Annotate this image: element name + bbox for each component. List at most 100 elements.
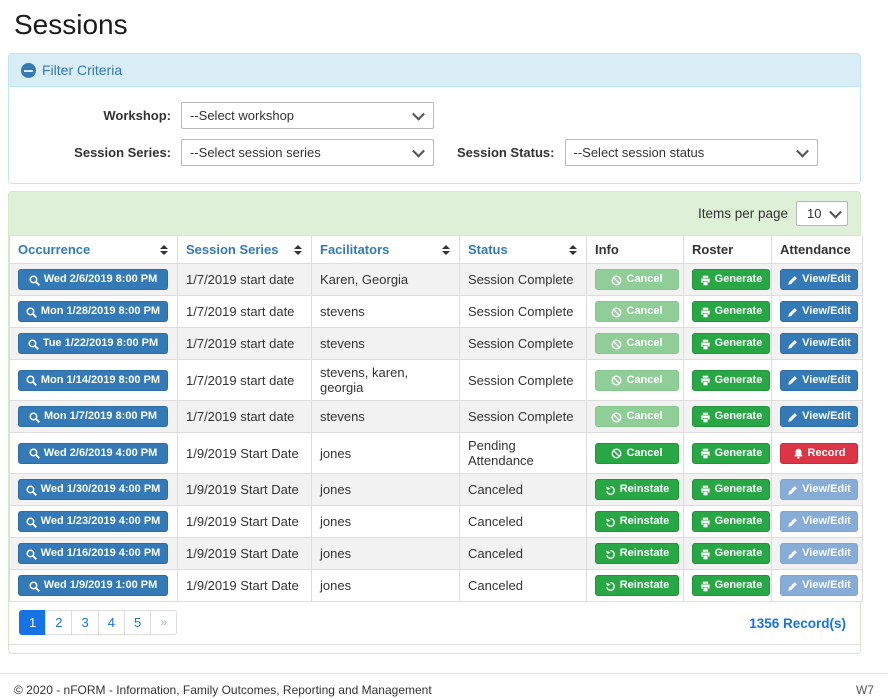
generate-button[interactable]: Generate [692, 301, 770, 322]
column-header-occurrence[interactable]: Occurrence [9, 236, 178, 264]
status-cell: Canceled [459, 569, 587, 602]
page-button-5[interactable]: 5 [123, 610, 152, 635]
sort-icon[interactable] [569, 244, 577, 255]
printer-icon [700, 580, 711, 592]
view-edit-button: View/Edit [780, 543, 858, 564]
table-row: Wed 2/6/2019 4:00 PM 1/9/2019 Start Date j… [9, 432, 863, 474]
occurrence-button[interactable]: Wed 1/30/2019 4:00 PM [18, 479, 168, 500]
occurrence-button[interactable]: Mon 1/28/2019 8:00 PM [18, 301, 168, 322]
facilitators-cell: stevens, karen, georgia [311, 359, 460, 401]
search-icon [29, 411, 40, 423]
session-series-select[interactable]: --Select session series [181, 139, 434, 166]
sort-icon[interactable] [442, 244, 450, 255]
status-cell: Canceled [459, 537, 587, 570]
page-button-1[interactable]: 1 [19, 610, 47, 635]
generate-button[interactable]: Generate [692, 269, 770, 290]
occurrence-button[interactable]: Wed 1/16/2019 4:00 PM [18, 543, 168, 564]
status-cell: Session Complete [459, 327, 587, 360]
attendance-cell: View/Edit [771, 505, 863, 538]
reinstate-button[interactable]: Reinstate [595, 479, 679, 500]
filter-criteria-header[interactable]: Filter Criteria [9, 54, 860, 87]
occurrence-button[interactable]: Tue 1/22/2019 8:00 PM [18, 333, 168, 354]
table-row: Wed 1/9/2019 1:00 PM 1/9/2019 Start Date j… [9, 569, 863, 602]
occurrence-button[interactable]: Mon 1/7/2019 8:00 PM [18, 406, 168, 427]
generate-button[interactable]: Generate [692, 406, 770, 427]
view-edit-button[interactable]: View/Edit [780, 369, 858, 391]
generate-button[interactable]: Generate [692, 543, 770, 564]
attendance-cell: View/Edit [771, 400, 863, 433]
status-cell: Session Complete [459, 295, 587, 328]
cancel-button: Cancel [595, 269, 679, 290]
undo-icon [605, 484, 616, 496]
roster-cell: Generate [683, 263, 772, 296]
footer-version: W7 [856, 683, 874, 697]
page-button-next[interactable]: » [150, 610, 178, 635]
record-count: 1356 Record(s) [749, 616, 846, 631]
table-row: Mon 1/14/2019 8:00 PM 1/7/2019 start date… [9, 359, 863, 401]
column-header-attendance: Attendance [771, 236, 863, 264]
page-button-3[interactable]: 3 [71, 610, 99, 635]
facilitators-cell: jones [311, 537, 460, 570]
session-series-cell: 1/7/2019 start date [177, 263, 312, 296]
record-button[interactable]: Record [780, 442, 858, 464]
table-row: Mon 1/7/2019 8:00 PM 1/7/2019 start date s… [9, 400, 863, 433]
attendance-cell: View/Edit [771, 359, 863, 401]
sort-icon[interactable] [160, 244, 168, 255]
pencil-icon [787, 548, 798, 560]
session-series-cell: 1/9/2019 Start Date [177, 505, 312, 538]
occurrence-button[interactable]: Wed 1/9/2019 1:00 PM [18, 575, 168, 596]
view-edit-button[interactable]: View/Edit [780, 406, 858, 427]
occurrence-cell: Wed 2/6/2019 8:00 PM [9, 263, 178, 296]
roster-cell: Generate [683, 359, 772, 401]
facilitators-cell: Karen, Georgia [311, 263, 460, 296]
generate-button[interactable]: Generate [692, 511, 770, 532]
facilitators-cell: jones [311, 569, 460, 602]
column-header-session-series[interactable]: Session Series [177, 236, 312, 264]
pencil-icon [787, 274, 798, 286]
attendance-cell: View/Edit [771, 263, 863, 296]
info-cell: Cancel [586, 327, 684, 360]
view-edit-button[interactable]: View/Edit [780, 333, 858, 354]
reinstate-button[interactable]: Reinstate [595, 543, 679, 564]
column-header-facilitators[interactable]: Facilitators [311, 236, 460, 264]
view-edit-button[interactable]: View/Edit [780, 269, 858, 290]
occurrence-cell: Wed 1/23/2019 4:00 PM [9, 505, 178, 538]
pencil-icon [787, 580, 798, 592]
attendance-cell: View/Edit [771, 473, 863, 506]
ban-icon [611, 274, 622, 286]
sort-icon[interactable] [294, 244, 302, 255]
occurrence-button[interactable]: Wed 2/6/2019 8:00 PM [18, 269, 168, 290]
view-edit-button[interactable]: View/Edit [780, 301, 858, 322]
reinstate-button[interactable]: Reinstate [595, 511, 679, 532]
undo-icon [605, 516, 616, 528]
attendance-cell: View/Edit [771, 327, 863, 360]
generate-button[interactable]: Generate [692, 479, 770, 500]
undo-icon [605, 548, 616, 560]
occurrence-button[interactable]: Wed 2/6/2019 4:00 PM [18, 442, 168, 464]
roster-cell: Generate [683, 327, 772, 360]
pencil-icon [787, 411, 798, 423]
generate-button[interactable]: Generate [692, 575, 770, 596]
page-button-2[interactable]: 2 [45, 610, 73, 635]
facilitators-cell: jones [311, 505, 460, 538]
reinstate-button[interactable]: Reinstate [595, 575, 679, 596]
info-cell: Reinstate [586, 473, 684, 506]
column-header-status[interactable]: Status [459, 236, 587, 264]
generate-button[interactable]: Generate [692, 369, 770, 391]
occurrence-button[interactable]: Wed 1/23/2019 4:00 PM [18, 511, 168, 532]
page-button-4[interactable]: 4 [97, 610, 125, 635]
generate-button[interactable]: Generate [692, 442, 770, 464]
collapse-minus-icon [21, 63, 36, 78]
session-status-select[interactable]: --Select session status [564, 139, 818, 166]
occurrence-button[interactable]: Mon 1/14/2019 8:00 PM [18, 369, 168, 391]
status-cell: Session Complete [459, 359, 587, 401]
items-per-page-select[interactable]: 10 [796, 201, 848, 226]
search-icon [29, 580, 40, 592]
cancel-button: Cancel [595, 406, 679, 427]
cancel-button[interactable]: Cancel [595, 442, 679, 464]
roster-cell: Generate [683, 400, 772, 433]
printer-icon [700, 338, 711, 350]
generate-button[interactable]: Generate [692, 333, 770, 354]
workshop-select[interactable]: --Select workshop [181, 102, 434, 129]
status-cell: Canceled [459, 505, 587, 538]
